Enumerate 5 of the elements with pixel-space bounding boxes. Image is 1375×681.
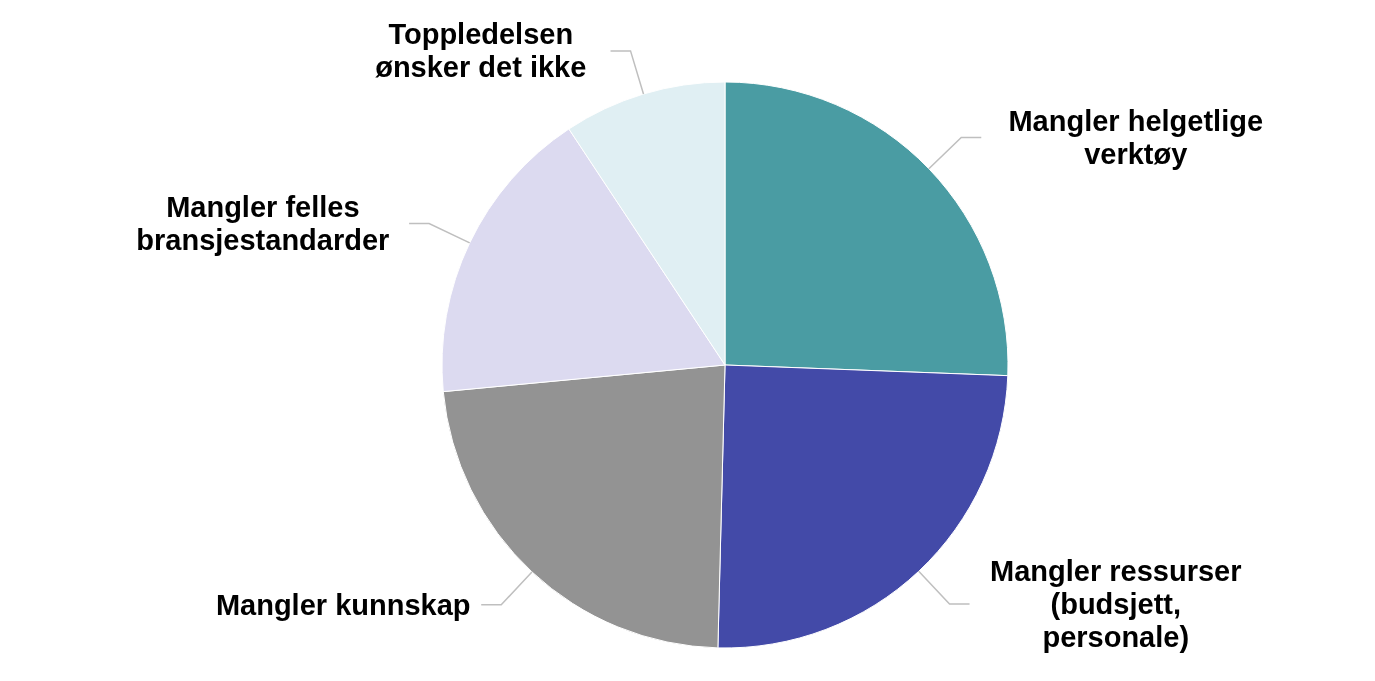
slice-label: Mangler helgetlige verktøy	[1008, 104, 1264, 170]
slice-label: Mangler kunnskap	[215, 588, 471, 621]
slice-label: Toppledelsen ønsker det ikke	[375, 18, 587, 84]
slice-label: Mangler felles bransjestandarder	[136, 190, 390, 256]
slice-label: Mangler ressurser (budsjett, personale)	[990, 555, 1242, 654]
